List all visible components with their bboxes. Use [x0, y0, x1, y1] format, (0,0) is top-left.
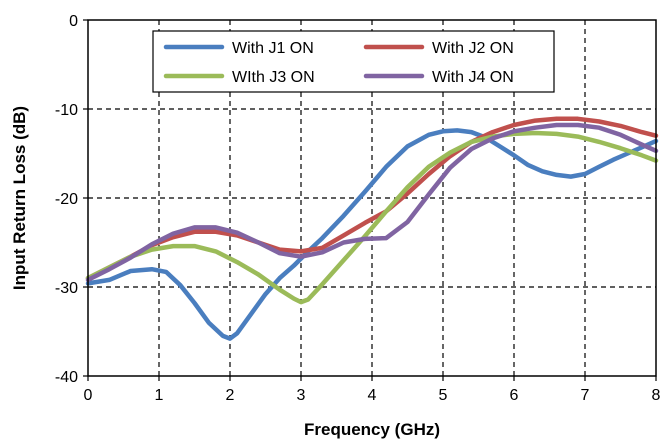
x-tick-label: 8	[652, 387, 661, 404]
x-axis-title: Frequency (GHz)	[304, 420, 440, 439]
y-tick-label: -10	[55, 102, 78, 119]
x-tick-label: 2	[226, 387, 235, 404]
legend-label-1: With J1 ON	[232, 40, 314, 57]
x-tick-label: 0	[84, 387, 93, 404]
legend: With J1 ON With J2 ON WIth J3 ON With J4 ON	[152, 30, 555, 93]
x-tick-label: 7	[581, 387, 590, 404]
series-layer	[85, 116, 659, 341]
legend-label-3: WIth J3 ON	[232, 69, 315, 86]
x-tick-label: 6	[510, 387, 519, 404]
y-tick-label: -40	[55, 369, 78, 386]
y-tick-label: 0	[69, 13, 78, 30]
y-tick-label: -30	[55, 280, 78, 297]
legend-label-4: With J4 ON	[432, 69, 514, 86]
ticks: 0 1 2 3 4 5 6 7 8 0 -10 -20 -30 -40	[55, 13, 661, 404]
y-tick-label: -20	[55, 191, 78, 208]
legend-box	[152, 30, 555, 93]
y-axis-title: Input Return Loss (dB)	[10, 106, 29, 290]
series-line-4	[85, 122, 659, 283]
x-tick-label: 4	[368, 387, 377, 404]
series-line-3	[85, 130, 659, 305]
series-line-2	[85, 116, 659, 281]
series-line-1	[85, 128, 659, 341]
x-tick-label: 5	[439, 387, 448, 404]
legend-label-2: With J2 ON	[432, 40, 514, 57]
x-tick-label: 3	[297, 387, 306, 404]
x-tick-label: 1	[155, 387, 164, 404]
